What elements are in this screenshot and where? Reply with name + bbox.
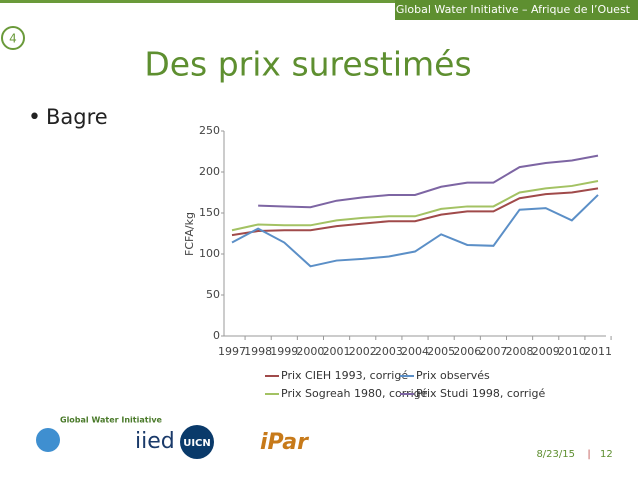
header-text: Global Water Initiative – Afrique de l’O… — [396, 3, 631, 16]
x-tick-label: 2008 — [506, 345, 534, 358]
series-line — [231, 194, 599, 268]
legend-label: Prix observés — [416, 369, 490, 382]
x-tick-label: 1997 — [218, 345, 246, 358]
x-tick-label: 2009 — [532, 345, 560, 358]
x-tick-label: 2001 — [323, 345, 351, 358]
x-tick-label: 2010 — [558, 345, 586, 358]
x-tick-label: 1998 — [244, 345, 272, 358]
slide-number: 4 — [9, 32, 17, 46]
logo-icon — [36, 428, 60, 452]
x-tick-label: 2003 — [375, 345, 403, 358]
y-tick-label: 100 — [199, 247, 220, 260]
logo-text: UICN — [183, 438, 211, 449]
legend-label: Prix Sogreah 1980, corrigé — [281, 387, 428, 400]
x-tick-label: 2005 — [427, 345, 455, 358]
y-tick-label: 150 — [199, 206, 220, 219]
x-tick-label: 2000 — [296, 345, 324, 358]
top-rule — [0, 0, 638, 3]
logo-text: Global Water Initiative — [60, 416, 163, 425]
slide-title: Des prix surestimés — [144, 45, 471, 84]
logo-text: iied — [135, 429, 175, 454]
logo-icon — [180, 425, 214, 459]
logo-text: iPar — [260, 430, 309, 455]
bullet-marker: • — [28, 105, 41, 130]
x-tick-label: 2011 — [584, 345, 612, 358]
y-tick-label: 50 — [206, 288, 220, 301]
x-tick-label: 2004 — [401, 345, 429, 358]
legend-label: Prix Studi 1998, corrigé — [416, 387, 545, 400]
legend-label: Prix CIEH 1993, corrigé — [281, 369, 408, 382]
slide-number-badge — [1, 26, 25, 50]
x-tick-label: 2007 — [479, 345, 507, 358]
bullet-text: Bagre — [46, 105, 108, 129]
footer-separator: | — [587, 449, 590, 460]
series-line — [258, 154, 599, 209]
y-tick-label: 200 — [199, 165, 220, 178]
x-tick-label: 2002 — [349, 345, 377, 358]
footer-page: 12 — [600, 449, 613, 460]
series-line — [231, 180, 599, 232]
y-tick-label: 0 — [213, 329, 220, 342]
y-axis-label: FCFA/kg — [183, 212, 196, 256]
series-line — [231, 187, 599, 237]
y-tick-label: 250 — [199, 124, 220, 137]
footer-date: 8/23/15 — [536, 449, 575, 460]
x-tick-label: 1999 — [270, 345, 298, 358]
header-bar — [395, 0, 638, 20]
x-tick-label: 2006 — [453, 345, 481, 358]
